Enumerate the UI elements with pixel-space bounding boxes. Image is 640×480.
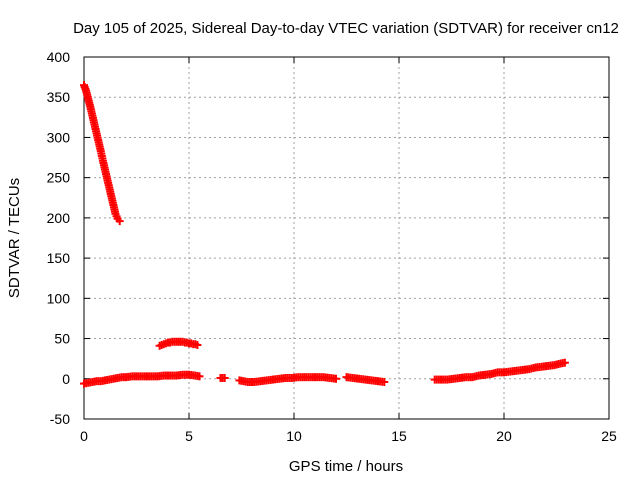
data-point (115, 217, 124, 226)
x-axis-title: GPS time / hours (289, 458, 403, 475)
y-tick-label: 300 (47, 129, 71, 145)
y-tick-label: 0 (62, 371, 70, 387)
y-tick-label: -50 (50, 411, 70, 427)
x-tick-label: 5 (185, 428, 193, 444)
data-point (220, 373, 229, 382)
axis-ticks: 0 5 10 15 20 25 -50 0 50 100 150 200 250 300 350 400 (47, 49, 617, 444)
y-tick-label: 200 (47, 210, 71, 226)
plot-frame (83, 56, 610, 420)
x-tick-label: 10 (286, 428, 302, 444)
data-points (80, 81, 569, 388)
x-tick-label: 20 (496, 428, 512, 444)
data-point (380, 377, 389, 386)
chart-title: Day 105 of 2025, Sidereal Day-to-day VTE… (73, 20, 619, 37)
data-point (195, 372, 204, 381)
y-tick-label: 150 (47, 250, 71, 266)
x-tick-label: 25 (601, 428, 617, 444)
x-tick-label: 0 (80, 428, 88, 444)
data-point (193, 340, 202, 349)
x-tick-label: 15 (391, 428, 407, 444)
data-point (332, 374, 340, 383)
y-tick-label: 400 (47, 49, 71, 65)
y-tick-label: 50 (54, 331, 70, 347)
grid (84, 57, 609, 419)
y-tick-label: 250 (47, 170, 71, 186)
data-point (560, 358, 569, 367)
y-axis-title: SDTVAR / TECUs (6, 178, 23, 298)
y-tick-label: 100 (47, 290, 71, 306)
y-tick-label: 350 (47, 89, 71, 105)
